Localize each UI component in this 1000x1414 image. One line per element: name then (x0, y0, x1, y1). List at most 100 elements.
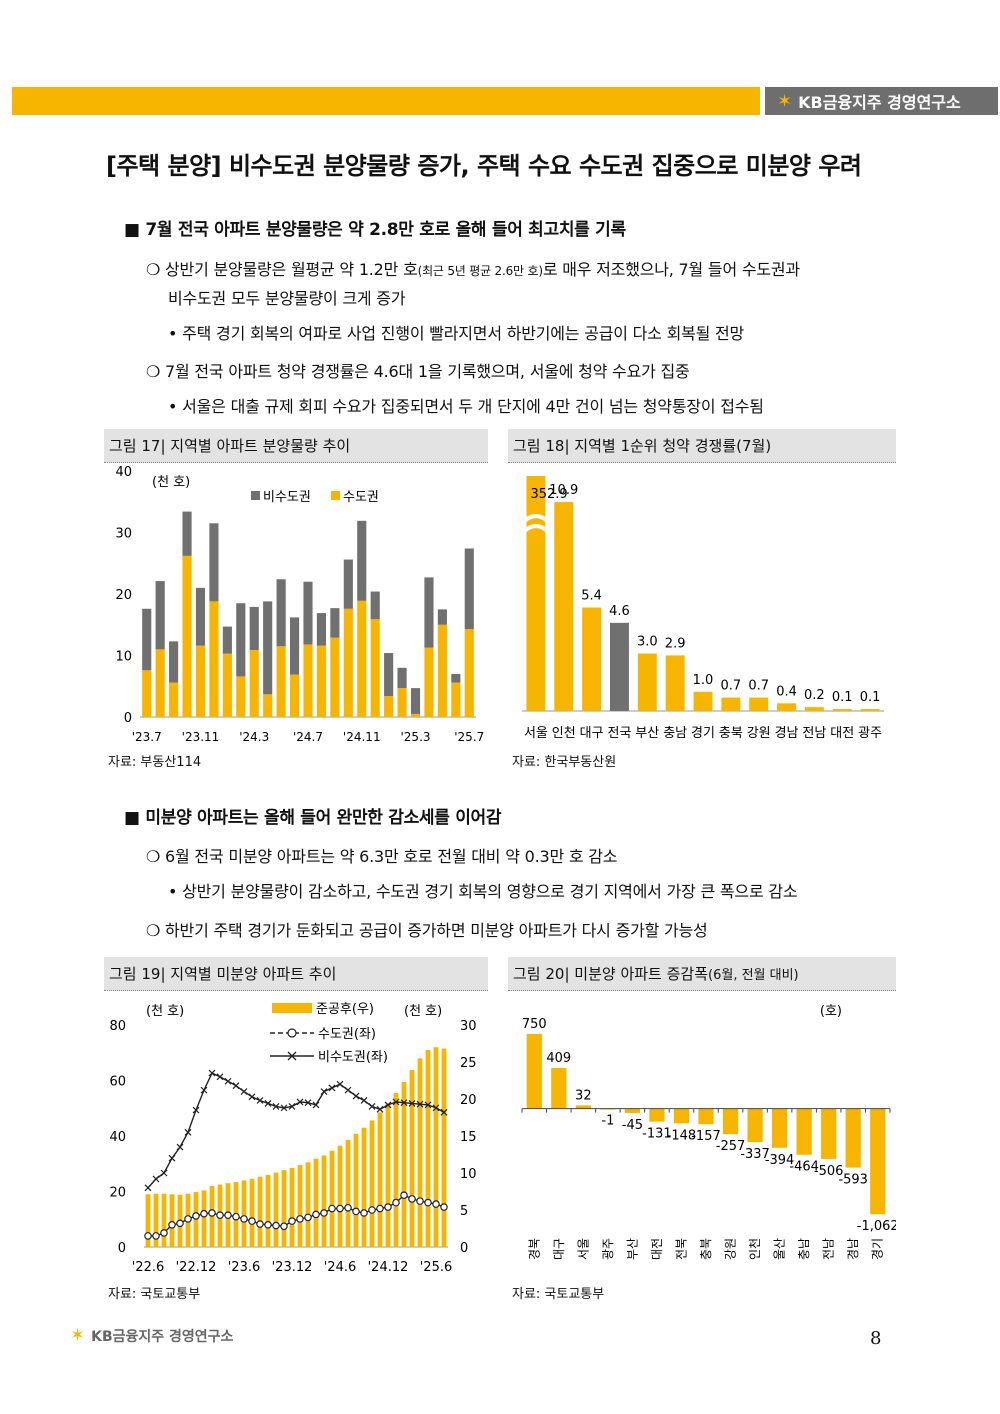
bar (624, 1108, 641, 1114)
x-tick-label: 대전 (650, 1238, 664, 1260)
marker-x (352, 1092, 360, 1100)
bar-metro (357, 600, 367, 717)
bar-nonmetro (424, 577, 434, 648)
bar-nonmetro (410, 688, 421, 714)
section2-heading-text: 미분양 아파트는 올해 들어 완만한 감소세를 이어감 (145, 808, 502, 828)
bar-completed (337, 1145, 343, 1247)
marker-x (288, 1102, 296, 1110)
bar (832, 709, 852, 711)
x-tick-label: 인천 (747, 1238, 762, 1260)
circle-bullet-icon: ❍ (146, 847, 166, 866)
left-unit-label: (천 호) (404, 1004, 442, 1019)
marker-x (200, 1086, 208, 1094)
marker-x (336, 1080, 344, 1088)
data-label: 750 (522, 1017, 547, 1032)
x-tick-label: 경남 (846, 1238, 860, 1260)
bar-completed (417, 1058, 423, 1247)
bar-nonmetro (370, 591, 380, 620)
header-brand-text: KB금융지주 경영연구소 (798, 93, 961, 112)
bar-metro (437, 624, 447, 717)
x-tick-label: 강원 (724, 1238, 738, 1260)
bar-nonmetro (397, 667, 407, 689)
bar-completed (377, 1112, 383, 1247)
x-tick-label: '24.3 (239, 730, 269, 744)
marker-x (424, 1101, 432, 1109)
bar-nonmetro (357, 520, 367, 601)
x-tick-label: '24.12 (368, 1260, 409, 1275)
x-tick-label: 부산 (635, 726, 659, 741)
data-label: -157 (691, 1129, 721, 1144)
line-nonmetro (147, 1072, 445, 1189)
bar-metro (410, 713, 421, 717)
marker-circle (368, 1206, 376, 1214)
x-tick-label: 강원 (747, 726, 771, 741)
data-label: 0.1 (832, 690, 853, 705)
y-tick-label: 30 (115, 527, 132, 542)
bar-metro (195, 645, 206, 717)
marker-x (168, 1154, 176, 1162)
circle-bullet-icon: ❍ (146, 921, 166, 940)
marker-circle (400, 1191, 408, 1200)
bar (609, 622, 629, 711)
marker-x (216, 1073, 224, 1081)
bar (526, 476, 546, 711)
marker-x (368, 1102, 376, 1110)
bar (747, 1108, 763, 1143)
bar-metro (370, 619, 380, 717)
section1-heading: ■ 7월 전국 아파트 분양물량은 약 2.8만 호로 올해 들어 최고치를 기… (124, 215, 626, 240)
bar-nonmetro (316, 613, 327, 646)
fig20-chart: (호) 750 경북 409 대구 32 서울 -1 광주 -45 부산 -131 대전 -148 전북 -1… (521, 1004, 896, 1260)
section2-heading: ■ 미분양 아파트는 올해 들어 완만한 감소세를 이어감 (124, 803, 502, 828)
right-axis-tick-label: 0 (118, 1241, 126, 1256)
bar-metro (303, 644, 313, 717)
x-tick-label: 부산 (625, 1238, 639, 1260)
marker-circle (168, 1221, 176, 1229)
bar (698, 1108, 714, 1125)
bar-metro (464, 629, 474, 717)
data-label: 0.2 (804, 688, 825, 703)
x-tick-label: 대전 (830, 726, 854, 741)
marker-circle (296, 1215, 304, 1223)
bar-nonmetro (182, 511, 192, 556)
page-number: 8 (870, 1328, 882, 1349)
bar-nonmetro (169, 641, 179, 683)
right-axis-tick-label: 60 (109, 1075, 126, 1090)
bar (554, 502, 574, 711)
data-label: -131 (642, 1127, 672, 1142)
bar-nonmetro (343, 559, 353, 609)
bar-nonmetro (236, 603, 246, 677)
bar-metro (155, 649, 165, 717)
marker-x (304, 1099, 312, 1107)
data-label: 3.0 (637, 635, 658, 650)
x-tick-label: 광주 (858, 726, 882, 741)
circle-bullet-icon: ❍ (146, 260, 166, 279)
data-label: -45 (622, 1118, 643, 1133)
marker-x (264, 1100, 272, 1107)
bar-completed (305, 1162, 311, 1247)
bar-completed (361, 1127, 367, 1247)
data-label: -1 (601, 1114, 614, 1129)
y-tick-label: 40 (115, 465, 132, 480)
bar-metro (424, 647, 434, 717)
marker-circle (440, 1203, 448, 1211)
bar-completed (265, 1174, 271, 1247)
bar-completed (441, 1048, 447, 1247)
bar-completed (289, 1167, 295, 1247)
marker-circle (328, 1204, 336, 1213)
bar-metro (142, 670, 152, 717)
left-axis-tick-label: 30 (460, 1019, 477, 1034)
marker-x (432, 1104, 440, 1112)
marker-circle (248, 1217, 256, 1225)
marker-circle (432, 1200, 440, 1208)
x-tick-label: 전남 (802, 726, 826, 741)
footer-brand-text: KB금융지주 경영연구소 (91, 1328, 234, 1345)
section1-bullet1: ❍ 상반기 분양물량은 월평균 약 1.2만 호(최근 5년 평균 2.6만 호… (146, 260, 800, 279)
data-label: -464 (789, 1160, 819, 1175)
x-tick-label: '22.12 (176, 1260, 217, 1275)
bar (551, 1067, 567, 1109)
bar-completed (249, 1178, 255, 1247)
bar-completed (241, 1180, 247, 1247)
bar-nonmetro (276, 579, 286, 647)
bar-metro (384, 696, 394, 717)
x-tick-label: '24.11 (343, 730, 381, 744)
